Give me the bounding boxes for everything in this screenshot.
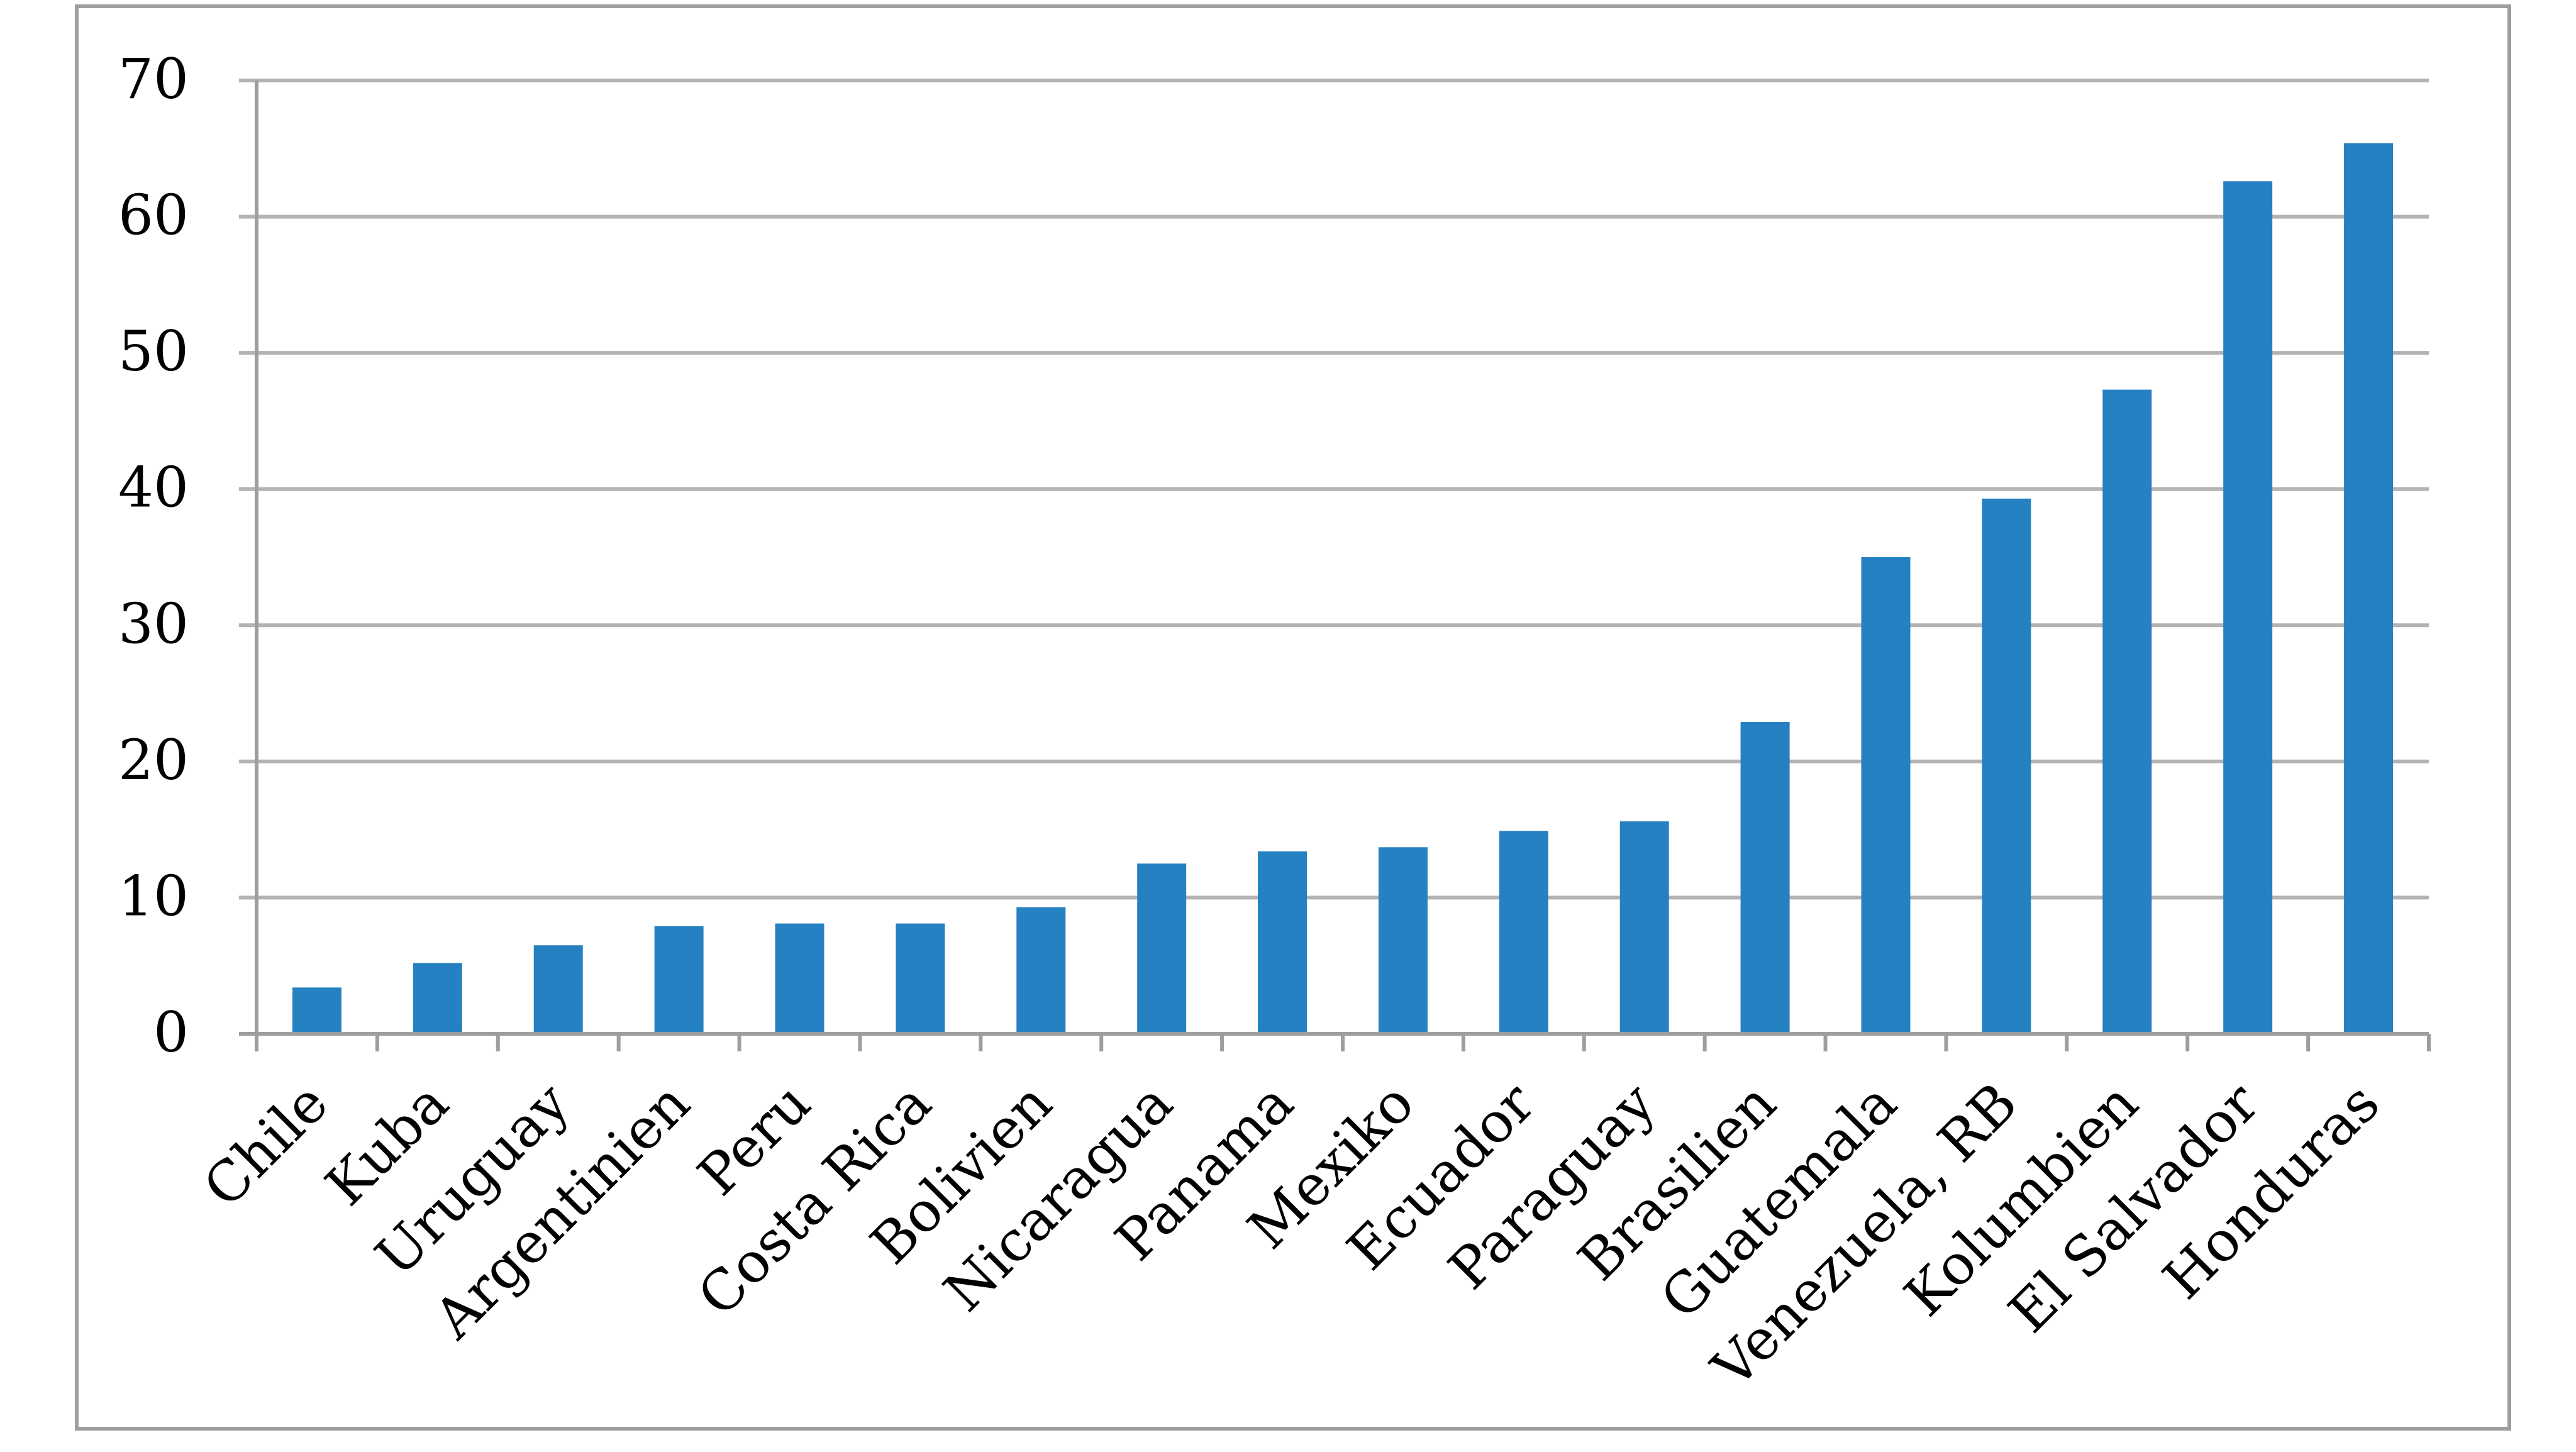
axes <box>239 80 2431 1051</box>
bar <box>2223 181 2273 1034</box>
bar <box>1016 907 1066 1034</box>
bar <box>1258 851 1307 1034</box>
y-tick-label: 60 <box>118 183 189 248</box>
y-tick-label: 40 <box>118 455 189 520</box>
y-tick-label: 70 <box>118 47 189 111</box>
y-tick-label: 10 <box>118 863 189 928</box>
bar <box>1861 557 1911 1034</box>
y-tick-label: 0 <box>153 1000 189 1065</box>
bar <box>533 945 583 1034</box>
bar <box>1982 498 2031 1034</box>
bar <box>896 923 945 1034</box>
y-tick-label: 50 <box>118 319 189 384</box>
bar <box>2102 389 2152 1034</box>
bar <box>413 963 462 1034</box>
bar <box>1378 847 1428 1034</box>
bars <box>292 143 2394 1034</box>
bar <box>775 923 824 1034</box>
bar <box>292 987 341 1034</box>
y-tick-label: 20 <box>118 728 189 792</box>
gridlines <box>239 79 2429 900</box>
bar <box>1499 831 1548 1034</box>
bar <box>1619 821 1669 1034</box>
y-tick-labels: 0 10 20 30 40 50 60 70 <box>118 47 189 1065</box>
bar <box>2344 143 2394 1034</box>
bar <box>654 926 704 1034</box>
y-tick-label: 30 <box>118 591 189 656</box>
bar <box>1137 863 1187 1034</box>
bar <box>1740 722 1790 1034</box>
